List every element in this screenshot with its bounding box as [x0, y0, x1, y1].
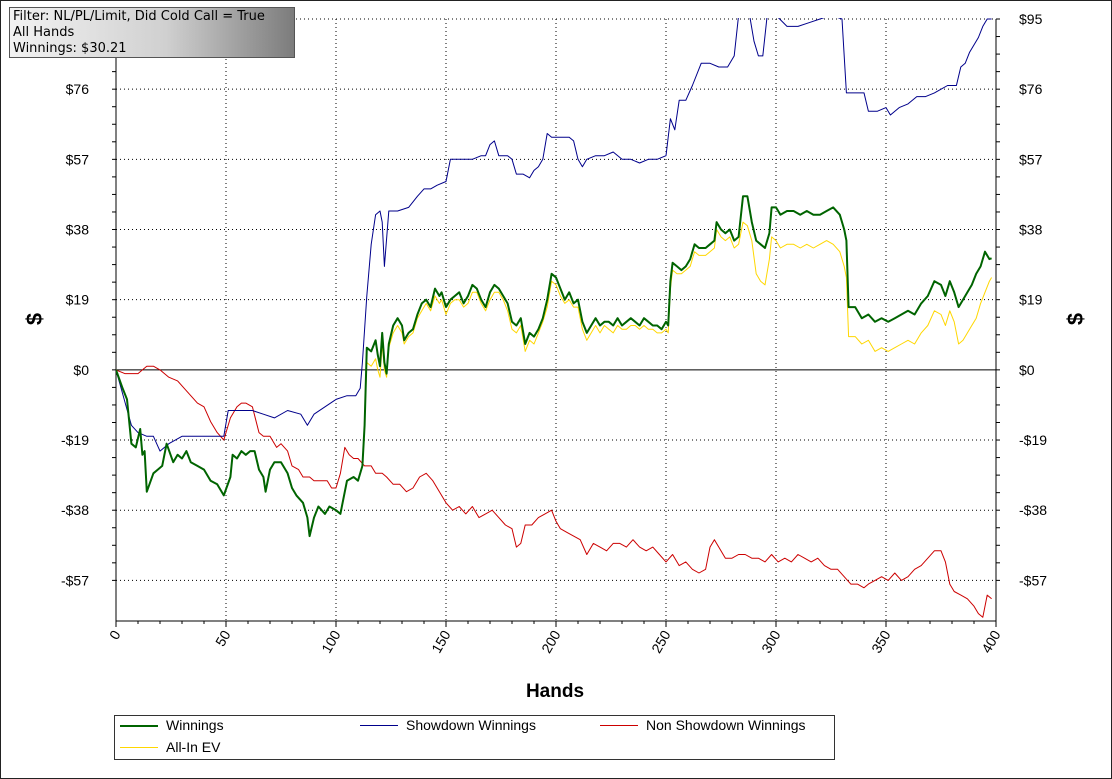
- y-tick-label-right: -$57: [1019, 572, 1047, 588]
- y-axis-title-right: $: [1063, 313, 1088, 325]
- x-tick-label: 150: [428, 627, 454, 655]
- y-tick-label-right: $57: [1019, 151, 1043, 167]
- x-axis-title: Hands: [526, 681, 584, 702]
- data-series: [116, 18, 993, 618]
- y-tick-label-right: -$19: [1019, 432, 1047, 448]
- hands-scope-text: All Hands: [13, 25, 75, 40]
- y-tick-label-right: $95: [1019, 11, 1043, 27]
- legend-label-non-showdown-winnings: Non Showdown Winnings: [646, 717, 806, 733]
- filter-text: Filter: NL/PL/Limit, Did Cold Call = Tru…: [13, 9, 265, 24]
- legend-label-showdown-winnings: Showdown Winnings: [406, 717, 536, 733]
- x-tick-label: 50: [212, 627, 234, 649]
- y-tick-label-left: $38: [66, 222, 90, 238]
- series-line-showdown-winnings: [116, 18, 992, 452]
- filter-info-box: Filter: NL/PL/Limit, Did Cold Call = Tru…: [9, 7, 295, 58]
- x-tick-label: 200: [538, 627, 564, 655]
- series-line-non-showdown-winnings: [116, 365, 992, 618]
- x-tick-label: 300: [758, 627, 784, 655]
- y-tick-label-left: $19: [66, 292, 90, 308]
- legend-swatch-all-in-ev: [120, 747, 158, 748]
- chart-legend: Winnings Showdown Winnings Non Showdown …: [114, 715, 835, 760]
- x-tick-label: 250: [648, 627, 674, 655]
- x-tick-label: 400: [978, 627, 1004, 655]
- y-tick-label-left: -$38: [61, 502, 89, 518]
- winnings-total-text: Winnings: $30.21: [13, 41, 127, 56]
- x-tick-label: 0: [106, 627, 124, 642]
- x-tick-label: 100: [318, 627, 344, 655]
- legend-label-winnings: Winnings: [166, 717, 224, 733]
- legend-swatch-showdown-winnings: [360, 725, 398, 726]
- axes: [112, 18, 1000, 627]
- x-tick-label: 350: [868, 627, 894, 655]
- legend-swatch-non-showdown-winnings: [600, 725, 638, 726]
- y-tick-label-right: $76: [1019, 81, 1043, 97]
- y-tick-label-right: $0: [1019, 362, 1035, 378]
- legend-label-all-in-ev: All-In EV: [166, 739, 221, 755]
- y-axis-title-left: $: [22, 313, 47, 325]
- y-tick-label-left: $0: [73, 362, 89, 378]
- y-tick-label-left: -$57: [61, 572, 89, 588]
- y-tick-label-right: -$38: [1019, 502, 1047, 518]
- legend-swatch-winnings: [120, 725, 158, 727]
- y-tick-label-left: $57: [66, 151, 90, 167]
- y-tick-label-right: $19: [1019, 292, 1043, 308]
- series-line-winnings: [116, 195, 992, 538]
- y-tick-label-left: $76: [66, 81, 90, 97]
- y-tick-label-right: $38: [1019, 222, 1043, 238]
- series-line-all-in-ev: [116, 221, 993, 537]
- grid-lines: [116, 18, 996, 621]
- y-tick-label-left: -$19: [61, 432, 89, 448]
